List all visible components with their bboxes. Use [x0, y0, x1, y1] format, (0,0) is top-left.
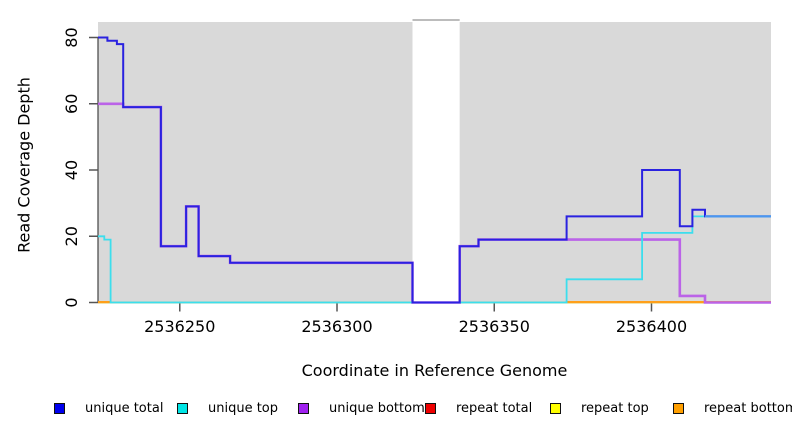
gap-region [412, 20, 460, 303]
y-tick-label: 60 [62, 94, 81, 114]
series-unique-total [98, 36, 771, 304]
x-axis-title: Coordinate in Reference Genome [301, 361, 568, 380]
x-tick-label: 2536250 [144, 317, 215, 336]
x-tick-label: 2536300 [301, 317, 372, 336]
series-unique-top [98, 215, 771, 304]
y-tick-label: 80 [62, 27, 81, 47]
x-tick-label: 2536350 [459, 317, 530, 336]
y-tick-label: 20 [62, 226, 81, 246]
y-tick-label: 40 [62, 160, 81, 180]
x-tick-label: 2536400 [616, 317, 687, 336]
y-axis-title: Read Coverage Depth [14, 77, 34, 253]
y-tick-label: 0 [62, 297, 81, 307]
